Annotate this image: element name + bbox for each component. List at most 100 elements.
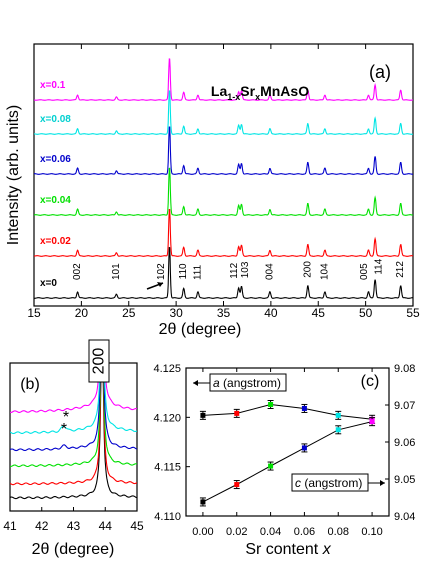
c-legend-label: c (angstrom) bbox=[295, 476, 362, 490]
series-label: x=0 bbox=[40, 278, 57, 289]
series-line-x-0-06 bbox=[34, 126, 413, 175]
series-label: x=0.06 bbox=[40, 154, 71, 165]
a-legend-label: a (angstrom) bbox=[213, 376, 281, 390]
data-point-left bbox=[301, 405, 307, 411]
data-point-left bbox=[234, 410, 240, 416]
y-tick-label-right: 9.05 bbox=[394, 474, 415, 486]
data-point-right bbox=[200, 499, 206, 505]
series-label: x=0.04 bbox=[40, 195, 71, 206]
impurity-star-1: * bbox=[63, 409, 69, 426]
x-tick-label: 0.04 bbox=[260, 526, 281, 538]
panel-b-series-x-0-1 bbox=[10, 363, 137, 414]
series-line-x-0-1 bbox=[33, 58, 414, 101]
series-line-left bbox=[202, 403, 373, 420]
panel-b-peak-box bbox=[88, 339, 110, 383]
series-line-x-0-02 bbox=[33, 209, 414, 257]
panel-a-peak-labels: 002 101 102 110 111 112 103 004 200 104 005 114 212 bbox=[72, 258, 406, 280]
x-tick-label: 25 bbox=[122, 306, 136, 320]
x-tick-label: 40 bbox=[264, 306, 278, 320]
x-tick-label: 0.02 bbox=[226, 526, 247, 538]
y-tick-label-right: 9.06 bbox=[394, 437, 415, 449]
y-tick-label-left: 4.120 bbox=[153, 412, 181, 424]
x-tick-label: 0.00 bbox=[192, 526, 213, 538]
panel-b: 41 42 43 44 45 (b) 200 * * 2θ (degree) bbox=[3, 339, 144, 558]
series-line-x-0-08 bbox=[34, 90, 414, 135]
peak-label: 002 bbox=[72, 263, 83, 280]
peak-label: 200 bbox=[302, 261, 313, 278]
x-tick-label: 20 bbox=[75, 306, 89, 320]
x-tick-label: 0.06 bbox=[294, 526, 315, 538]
a-legend-arrowhead bbox=[193, 380, 198, 386]
data-point-left bbox=[335, 412, 341, 418]
x-tick-label: 45 bbox=[312, 306, 326, 320]
peak-label: 110 bbox=[178, 263, 189, 279]
panel-b-series-x-0-04 bbox=[10, 363, 137, 468]
y-tick-label-right: 9.07 bbox=[394, 400, 415, 412]
panel-a-traces bbox=[33, 58, 414, 299]
panel-b-xlabel: 2θ (degree) bbox=[32, 541, 115, 558]
data-point-right bbox=[268, 463, 274, 469]
peak-label: 101 bbox=[111, 263, 122, 280]
peak-label: 104 bbox=[319, 263, 330, 280]
panel-a-ylabel: Intensity (arb. units) bbox=[5, 105, 22, 246]
x-tick-label: 44 bbox=[99, 519, 113, 533]
panel-c-label: (c) bbox=[361, 373, 380, 390]
panel-b-series-x-0-08 bbox=[10, 363, 137, 435]
panel-b-series-x-0-02 bbox=[10, 363, 137, 486]
x-tick-label: 41 bbox=[3, 519, 17, 533]
panel-a-series-labels: x=0 x=0.02 x=0.04 x=0.06 x=0.08 x=0.1 bbox=[40, 80, 71, 289]
y-tick-label-right: 9.04 bbox=[394, 511, 415, 523]
series-label: x=0.1 bbox=[40, 80, 66, 91]
panel-b-x-ticks: 41 42 43 44 45 bbox=[3, 507, 144, 533]
x-tick-label: 35 bbox=[217, 306, 231, 320]
panel-c-axes: 0.00 0.02 0.04 0.06 0.08 0.10 4.110 4.115 4.120 4… bbox=[153, 363, 415, 538]
panel-b-series-x-0-06 bbox=[10, 363, 137, 452]
x-tick-label: 15 bbox=[27, 306, 41, 320]
series-label: x=0.02 bbox=[40, 236, 71, 247]
panel-c-xlabel: Sr content x bbox=[245, 541, 331, 558]
panel-b-series-x-0 bbox=[10, 363, 137, 500]
data-point-right bbox=[234, 482, 240, 488]
c-legend-arrowhead bbox=[380, 480, 385, 486]
data-point-right bbox=[301, 445, 307, 451]
x-tick-label: 45 bbox=[130, 519, 144, 533]
peak-label: 005 bbox=[359, 263, 370, 280]
x-tick-label: 43 bbox=[67, 519, 81, 533]
panel-b-label: (b) bbox=[20, 376, 40, 393]
y-tick-label-left: 4.125 bbox=[153, 363, 181, 375]
impurity-star-2: * bbox=[61, 421, 67, 438]
x-tick-label: 42 bbox=[35, 519, 49, 533]
panel-c: 0.00 0.02 0.04 0.06 0.08 0.10 4.110 4.115 4.120 4… bbox=[153, 363, 415, 558]
x-tick-label: 30 bbox=[169, 306, 183, 320]
peak-label: 111 bbox=[192, 264, 203, 280]
panel-b-peak-annotation: 200 bbox=[91, 348, 108, 375]
data-point-right bbox=[369, 419, 375, 425]
panel-b-traces bbox=[10, 363, 137, 500]
panel-a-title: La1-xSrxMnAsO bbox=[211, 83, 309, 102]
x-tick-label: 50 bbox=[359, 306, 373, 320]
panel-a-xlabel: 2θ (degree) bbox=[159, 321, 242, 338]
data-point-left bbox=[268, 402, 274, 408]
peak-label: 112 bbox=[229, 262, 240, 278]
series-line-right bbox=[202, 421, 373, 503]
y-tick-label-left: 4.110 bbox=[154, 511, 181, 523]
data-point-left bbox=[200, 412, 206, 418]
panel-c-data bbox=[199, 400, 376, 507]
x-tick-label: 0.10 bbox=[361, 526, 382, 538]
x-tick-label: 0.08 bbox=[328, 526, 349, 538]
y-tick-label-left: 4.115 bbox=[154, 462, 181, 474]
series-label: x=0.08 bbox=[40, 114, 71, 125]
y-tick-label-right: 9.08 bbox=[394, 363, 415, 375]
peak-label: 004 bbox=[264, 263, 275, 280]
data-point-right bbox=[335, 427, 341, 433]
peak-label: 103 bbox=[240, 261, 251, 278]
peak-label: 102 bbox=[156, 263, 167, 280]
panel-a: 002 101 102 110 111 112 103 004 200 104 005 114 212 … bbox=[5, 43, 420, 338]
series-line-x-0 bbox=[34, 246, 413, 299]
series-line-x-0-04 bbox=[34, 167, 414, 216]
x-tick-label: 55 bbox=[406, 306, 420, 320]
panel-a-x-ticks: 15 20 25 30 35 40 45 50 55 bbox=[27, 44, 420, 320]
peak-label: 114 bbox=[374, 258, 385, 274]
panel-a-label: (a) bbox=[369, 62, 391, 82]
